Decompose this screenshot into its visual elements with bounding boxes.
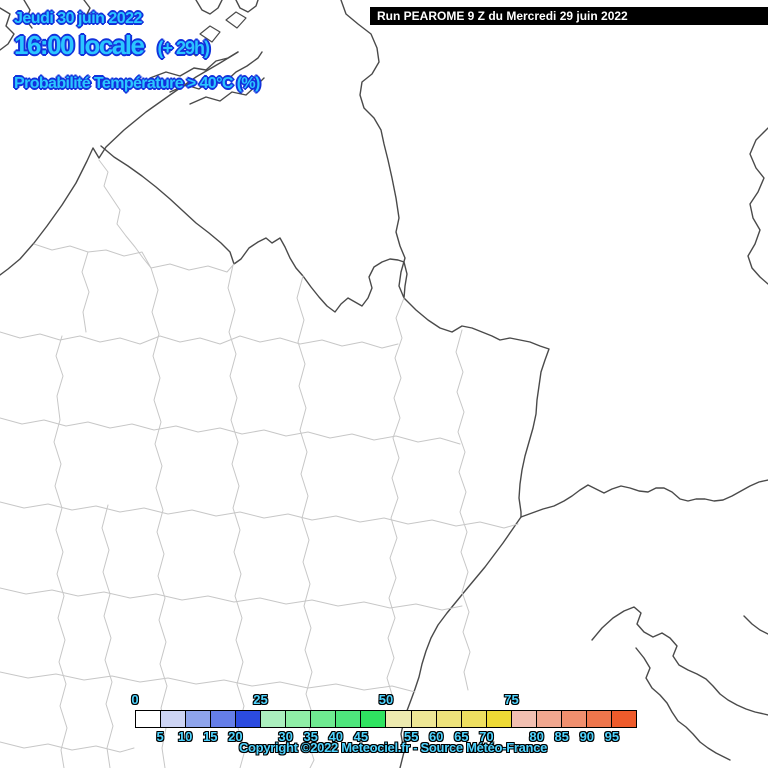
corner-coast-1: [0, 7, 15, 51]
top-coast-bit-2: [235, 0, 259, 13]
legend-cell-8: [310, 711, 336, 727]
legend-cell-20: [610, 711, 636, 727]
title-block: Jeudi 30 juin 2022 16:00 locale (+ 29h) P…: [14, 10, 260, 93]
valid-time-row: 16:00 locale (+ 29h): [14, 30, 260, 61]
legend-tick-0: 0: [131, 692, 139, 707]
legend-cell-1: [136, 711, 161, 727]
legend-tick-5: 5: [156, 729, 164, 744]
border-switzerland-south-2: [635, 647, 731, 761]
legend-tick-35: 35: [303, 729, 318, 744]
estuary-line-1: [149, 51, 239, 79]
legend-cell-16: [510, 711, 536, 727]
top-coast-bit-1: [195, 0, 223, 15]
legend-cell-5: [235, 711, 261, 727]
forecast-offset-label: (+ 29h): [157, 38, 210, 58]
legend-tick-40: 40: [328, 729, 344, 744]
legend-cell-10: [360, 711, 386, 727]
dept-line: [386, 297, 405, 699]
border-france-belgium: [100, 145, 408, 313]
estuary-line-2: [169, 51, 263, 93]
legend-bar: [135, 710, 637, 728]
legend-tick-20: 20: [228, 729, 243, 744]
legend-tick-75: 75: [504, 692, 519, 707]
legend-cell-3: [185, 711, 211, 727]
legend-tick-10: 10: [177, 729, 193, 744]
legend-cell-17: [535, 711, 561, 727]
valid-time-label: 16:00 locale: [14, 30, 145, 60]
dept-line: [53, 335, 68, 768]
legend-cell-4: [210, 711, 236, 727]
legend-tick-85: 85: [554, 729, 569, 744]
legend-cell-13: [435, 711, 461, 727]
legend-cell-6: [260, 711, 286, 727]
legend-tick-80: 80: [529, 729, 544, 744]
legend-tick-70: 70: [479, 729, 494, 744]
dept-line: [81, 251, 90, 333]
island-1: [199, 25, 221, 43]
legend-tick-90: 90: [579, 729, 595, 744]
dept-line: [33, 243, 235, 273]
border-netherlands-germany: [340, 0, 406, 299]
run-info-bar: Run PEAROME 9 Z du Mercredi 29 juin 2022: [370, 7, 768, 25]
dept-line: [0, 417, 461, 445]
legend-tick-45: 45: [353, 729, 369, 744]
corner-coast-3: [83, 0, 94, 25]
island-2: [225, 11, 247, 29]
legend-cell-2: [160, 711, 186, 727]
legend-tick-55: 55: [403, 729, 419, 744]
corner-coast-2: [23, 0, 33, 29]
legend-tick-30: 30: [278, 729, 293, 744]
legend-cell-15: [485, 711, 511, 727]
dept-line: [455, 329, 471, 691]
coastline: [0, 51, 239, 276]
border-switzerland-south-1: [591, 606, 768, 716]
legend-cell-14: [460, 711, 486, 727]
dept-line: [0, 501, 519, 529]
copyright-text: Copyright ©2022 Meteociel.fr - Source Mé…: [238, 740, 548, 755]
dept-line: [0, 741, 135, 753]
map-subtitle: Probabilité Température > 40°C (%): [14, 75, 260, 92]
dept-line: [0, 671, 416, 693]
border-switzerland-edge: [743, 615, 768, 635]
legend-cell-11: [385, 711, 411, 727]
dept-line: [0, 587, 463, 611]
legend-tick-95: 95: [604, 729, 620, 744]
island-3: [185, 41, 205, 57]
legend-cell-19: [585, 711, 611, 727]
legend-tick-60: 60: [428, 729, 444, 744]
valid-date-label: Jeudi 30 juin 2022: [14, 10, 142, 27]
legend-tick-50: 50: [378, 692, 394, 707]
dept-line: [150, 267, 168, 768]
legend-tick-15: 15: [203, 729, 218, 744]
legend-tick-65: 65: [454, 729, 469, 744]
border-germany-east-edge: [747, 127, 768, 285]
legend-cell-9: [335, 711, 361, 727]
dept-line: [0, 331, 399, 349]
legend-cell-12: [410, 711, 436, 727]
dept-line: [101, 504, 114, 768]
legend-cell-7: [285, 711, 311, 727]
dept-line: [296, 275, 315, 768]
department-borders: [0, 159, 519, 768]
legend-cell-18: [560, 711, 586, 727]
border-france-germany-rhine: [403, 297, 550, 518]
legend-tick-25: 25: [253, 692, 268, 707]
estuary-line-3: [189, 77, 265, 105]
border-switzerland-north: [520, 479, 768, 518]
dept-line: [227, 264, 246, 768]
